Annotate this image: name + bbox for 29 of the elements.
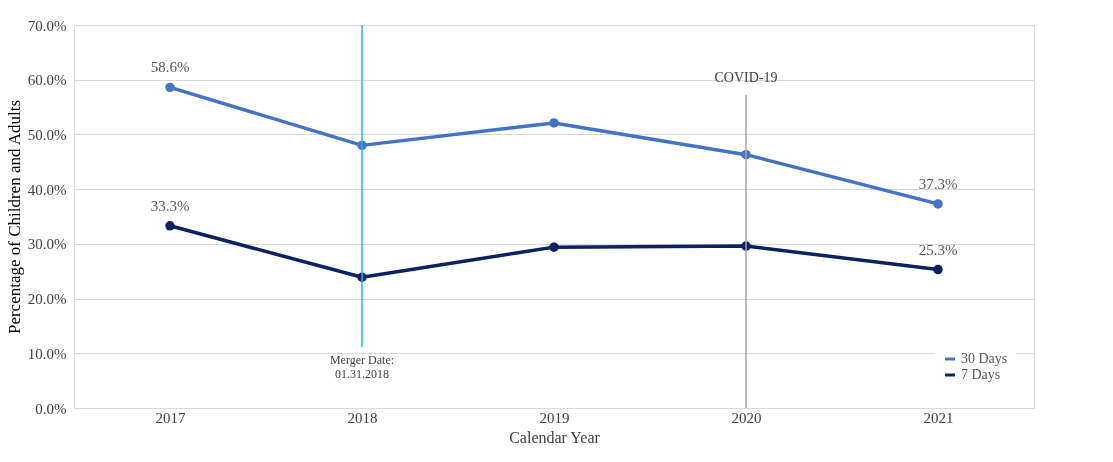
- ref-line-label: Merger Date: 01.31.2018: [329, 353, 395, 381]
- x-tick-label: 2019: [539, 409, 570, 426]
- x-tick-label: 2018: [347, 409, 378, 426]
- x-tick-label: 2021: [923, 409, 954, 426]
- y-tick-label: 30.0%: [27, 236, 67, 253]
- y-tick-label: 70.0%: [27, 17, 67, 34]
- point: [165, 221, 175, 231]
- data-label: 37.3%: [918, 175, 958, 192]
- data-label: 58.6%: [150, 59, 190, 76]
- x-axis-title: Calendar Year: [509, 428, 601, 446]
- y-tick-label: 60.0%: [27, 72, 67, 89]
- y-tick-label: 10.0%: [27, 345, 67, 362]
- point: [165, 82, 175, 93]
- x-tick-label: 2020: [731, 409, 762, 426]
- y-tick-label: 20.0%: [27, 291, 67, 308]
- data-label: 25.3%: [918, 241, 958, 258]
- legend-label: 30 Days: [961, 351, 1008, 366]
- y-tick-label: 0.0%: [35, 400, 67, 417]
- legend-label: 7 Days: [961, 367, 1001, 382]
- y-tick-label: 50.0%: [27, 126, 67, 143]
- x-tick-label: 2017: [155, 409, 186, 426]
- point: [933, 264, 943, 275]
- y-axis-title: Percentage of Children and Adults: [4, 99, 24, 335]
- point: [933, 199, 943, 209]
- data-label: 33.3%: [150, 197, 190, 214]
- point: [549, 242, 559, 252]
- ref-line-label: COVID-19: [714, 70, 778, 85]
- y-tick-label: 40.0%: [27, 181, 67, 198]
- point: [549, 118, 559, 128]
